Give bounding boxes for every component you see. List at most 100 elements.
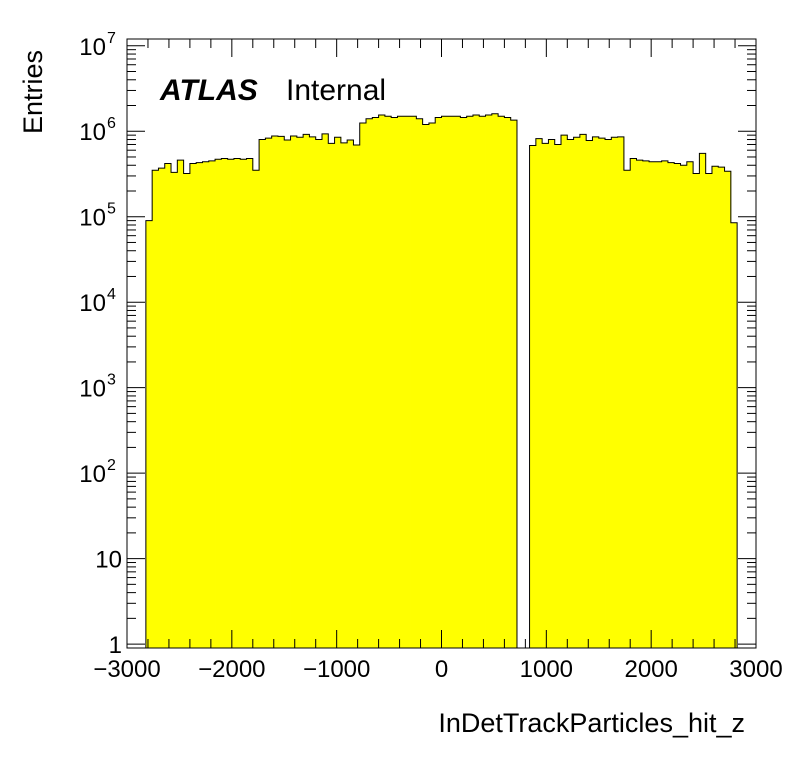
histogram-bar	[579, 134, 587, 649]
histogram-bar	[630, 158, 637, 649]
atlas-label: ATLAS	[159, 74, 258, 107]
histogram-bar	[479, 116, 486, 648]
y-tick-label: 10	[79, 205, 106, 232]
histogram-bar	[466, 116, 474, 648]
y-tick-label: 10	[79, 461, 106, 488]
x-tick-label: −1000	[303, 656, 370, 683]
histogram-bar	[529, 145, 537, 648]
histogram-bar	[548, 139, 556, 649]
histogram-bar	[460, 117, 468, 648]
y-tick-exponent: 2	[107, 457, 116, 474]
histogram-bar	[454, 116, 461, 648]
histogram-bar	[246, 158, 254, 649]
histogram-bar	[573, 137, 581, 648]
histogram-bar	[718, 167, 725, 648]
histogram-bar	[642, 160, 650, 648]
histogram-bar	[202, 161, 210, 648]
y-tick-exponent: 4	[107, 286, 116, 303]
histogram-bar	[296, 137, 304, 648]
histogram-bar	[196, 162, 203, 648]
histogram-bar	[215, 159, 222, 648]
histogram-bar	[561, 135, 568, 648]
histogram-bar	[567, 139, 574, 649]
histogram-bar	[410, 116, 417, 648]
y-tick-label: 10	[79, 290, 106, 317]
histogram-bar	[321, 133, 329, 649]
histogram-bar	[177, 160, 185, 648]
histogram-bar	[152, 170, 159, 649]
histogram-bar	[711, 166, 719, 648]
histogram-bar	[366, 118, 373, 648]
histogram-outline	[145, 113, 738, 648]
histogram-bar	[491, 113, 499, 649]
histogram-bar	[303, 134, 310, 649]
histogram-bar	[171, 172, 178, 648]
histogram-bar	[378, 114, 386, 649]
histogram-bar	[309, 136, 317, 648]
y-tick-label: 10	[95, 547, 122, 574]
histogram-bar	[334, 137, 342, 648]
histogram-bar	[164, 163, 172, 648]
histogram-bar	[730, 222, 738, 648]
histogram-bar	[441, 116, 449, 648]
y-tick-exponent: 3	[107, 372, 116, 389]
histogram-bar	[372, 117, 379, 648]
histogram-bar	[397, 116, 405, 648]
y-tick-exponent: 6	[107, 115, 116, 132]
histogram-bar	[340, 142, 348, 648]
histogram-bar	[240, 159, 247, 648]
histogram-bar	[315, 139, 323, 649]
histogram-bar	[661, 160, 669, 648]
histogram-bar	[277, 136, 285, 649]
histogram-bar	[705, 173, 713, 648]
x-tick-label: −3000	[93, 656, 160, 683]
histogram-bar	[353, 145, 361, 649]
histogram-bar	[233, 158, 241, 649]
histogram-bar	[636, 160, 644, 648]
histogram-bar	[290, 135, 298, 649]
histogram-bar	[498, 116, 505, 648]
histogram-bars	[145, 113, 738, 649]
histogram-bar	[485, 114, 493, 649]
x-tick-label: −2000	[198, 656, 265, 683]
histogram-bar	[592, 136, 600, 648]
histogram-bar	[265, 138, 273, 648]
histogram-bar	[416, 118, 424, 648]
histogram-bar	[674, 163, 681, 648]
histogram-bar	[699, 153, 707, 648]
internal-label: Internal	[286, 74, 386, 107]
histogram-bar	[686, 161, 694, 648]
histogram-bar	[693, 173, 700, 648]
y-tick-label: 10	[79, 119, 106, 146]
histogram-bar	[227, 159, 235, 648]
histogram-bar	[391, 117, 398, 648]
histogram-bar	[724, 171, 732, 649]
histogram-bar	[623, 170, 631, 649]
histogram-bar	[535, 138, 543, 648]
histogram-bar	[605, 139, 612, 649]
x-tick-labels: −3000 −2000 −1000 0 1000 2000 3000	[93, 656, 782, 683]
histogram-bar	[649, 161, 656, 648]
histogram-bar	[611, 137, 619, 648]
y-tick-label: 1	[109, 632, 122, 659]
histogram-bar	[598, 138, 606, 648]
histogram-bar	[422, 124, 430, 648]
histogram-bar	[259, 139, 266, 649]
histogram-bar	[183, 173, 191, 648]
histogram-bar	[586, 140, 593, 648]
histogram-bar	[435, 117, 442, 648]
histogram-bar	[428, 122, 436, 649]
histogram-bar	[447, 116, 455, 648]
histogram-bar	[403, 116, 411, 648]
histogram-bar	[359, 122, 367, 649]
histogram-bar	[284, 139, 291, 648]
histogram-bar	[347, 139, 354, 648]
histogram-bar	[667, 162, 675, 648]
histogram-bar	[158, 168, 166, 649]
x-axis-label: InDetTrackParticles_hit_z	[438, 708, 745, 738]
histogram-bar	[554, 144, 562, 648]
histogram-bar	[252, 170, 260, 649]
histogram-bar	[208, 160, 216, 648]
histogram-bar	[145, 220, 153, 648]
